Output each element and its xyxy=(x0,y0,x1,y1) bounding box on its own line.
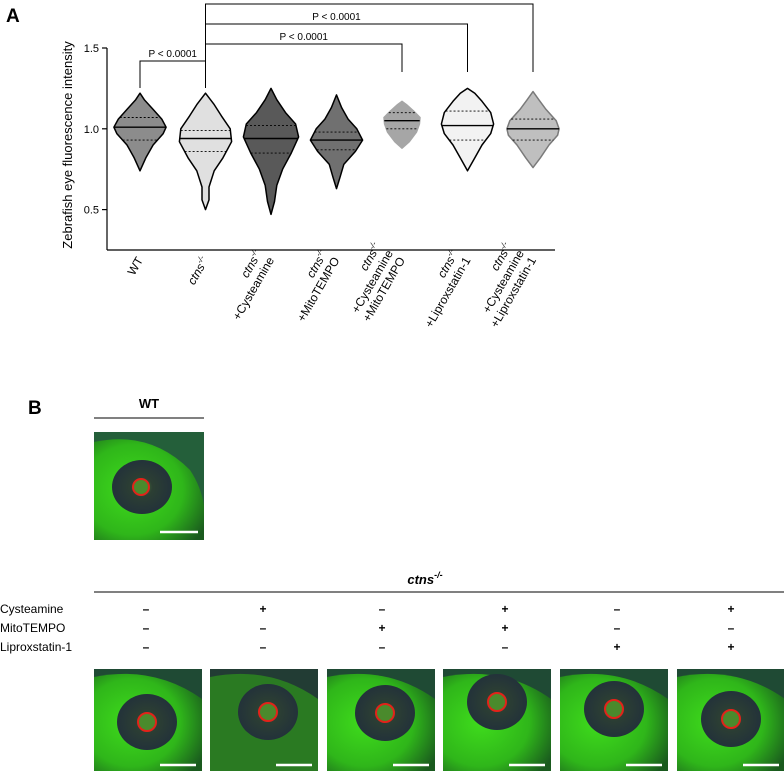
treatment-row-label: Liproxstatin-1 xyxy=(0,640,72,654)
violin-body xyxy=(440,87,495,172)
y-ticks: 0.5 1.0 1.5 xyxy=(84,43,107,217)
violins xyxy=(113,87,560,216)
significance-bracket: P < 0.0001 xyxy=(205,32,403,88)
violin xyxy=(178,92,233,211)
y-tick-label: 1.0 xyxy=(84,124,99,136)
treatment-mark: – xyxy=(143,621,150,635)
bracket-line xyxy=(205,23,468,74)
violin-body xyxy=(506,90,560,169)
wt-label: WT xyxy=(139,396,159,411)
bracket-line xyxy=(139,60,206,88)
violin xyxy=(506,90,560,169)
p-value-label: P < 0.0001 xyxy=(345,0,394,3)
x-tick-label: ctns-/- xyxy=(184,254,212,287)
p-value-label: P < 0.0001 xyxy=(149,49,198,60)
eye-roi-marker xyxy=(721,709,741,729)
violin xyxy=(440,87,495,172)
treatment-mark: + xyxy=(613,640,620,654)
x-tick-label-line: ctns-/- xyxy=(184,254,212,287)
y-tick-label: 1.5 xyxy=(84,43,99,55)
eye-roi-marker xyxy=(258,702,278,722)
significance-bracket: P < 0.0001 xyxy=(205,0,534,74)
y-tick-label: 0.5 xyxy=(84,205,99,217)
treatment-mark: – xyxy=(728,621,735,635)
treatment-mark: + xyxy=(501,621,508,635)
treatment-mark: – xyxy=(260,640,267,654)
panel-a-letter: A xyxy=(6,6,20,27)
x-tick-label: ctns-/-+Cysteamine xyxy=(230,247,277,323)
p-value-label: P < 0.0001 xyxy=(312,12,361,23)
violin xyxy=(309,94,364,190)
treatment-mark: – xyxy=(379,640,386,654)
x-tick-label: ctns-/-+Liproxstatin-1 xyxy=(422,247,474,330)
treatment-table: Cysteamine – + – + – + MitoTEMPO – – + + – – Liproxsta… xyxy=(0,602,735,654)
fish-image xyxy=(210,669,318,771)
significance-bracket: P < 0.0001 xyxy=(139,49,206,88)
wt-fish-image xyxy=(94,432,204,540)
violin-body xyxy=(113,92,167,172)
eye-roi-marker xyxy=(132,478,150,496)
x-tick-label-line: WT xyxy=(125,254,147,278)
eye-roi-marker xyxy=(137,712,157,732)
treatment-mark: + xyxy=(378,621,385,635)
bracket-line xyxy=(205,3,534,74)
treatment-mark: – xyxy=(379,602,386,616)
significance-brackets: P < 0.0001 P < 0.0001 P < 0.0001 P < 0.0001 xyxy=(139,0,534,88)
violin xyxy=(113,92,167,172)
fish-image xyxy=(94,669,202,771)
treatment-mark: – xyxy=(143,602,150,616)
x-tick-label: ctns-/-+Cysteamine+MitoTEMPO xyxy=(349,240,408,324)
x-tick-label: ctns-/-+Cysteamine+Liproxstatin-1 xyxy=(480,240,540,330)
fish-image xyxy=(560,669,668,771)
eye-roi-marker xyxy=(604,699,624,719)
treatment-mark: + xyxy=(727,640,734,654)
treatment-mark: – xyxy=(260,621,267,635)
treatment-mark: + xyxy=(727,602,734,616)
violin xyxy=(242,87,300,216)
violin xyxy=(383,100,421,149)
y-axis-label: Zebrafish eye fluorescence intensity xyxy=(60,41,75,249)
significance-bracket: P < 0.0001 xyxy=(205,12,468,74)
treatment-mark: – xyxy=(143,640,150,654)
treatment-row-label: Cysteamine xyxy=(0,602,64,616)
bracket-line xyxy=(205,43,403,88)
eye-roi-marker xyxy=(375,703,395,723)
genotype-label: ctns-/- xyxy=(407,570,442,587)
fish-image xyxy=(443,669,551,771)
treatment-mark: + xyxy=(259,602,266,616)
x-tick-label: WT xyxy=(125,254,147,278)
p-value-label: P < 0.0001 xyxy=(280,32,329,43)
violin-body xyxy=(242,87,300,216)
x-tick-labels: WT ctns-/- ctns-/-+Cysteamine ctns-/-+MitoT… xyxy=(125,240,540,330)
fish-image xyxy=(327,669,435,771)
treatment-mark: + xyxy=(501,602,508,616)
fish-image-row xyxy=(94,669,784,771)
eye-roi-marker xyxy=(487,692,507,712)
treatment-mark: – xyxy=(614,621,621,635)
fish-image xyxy=(677,669,784,771)
treatment-mark: – xyxy=(614,602,621,616)
violin-body xyxy=(309,94,364,190)
violin-body xyxy=(383,100,421,149)
chart-a: 0.5 1.0 1.5 Zebrafish eye fluorescence int… xyxy=(60,0,560,330)
treatment-row-label: MitoTEMPO xyxy=(0,621,65,635)
panel-b-letter: B xyxy=(28,398,42,419)
x-tick-label: ctns-/-+MitoTEMPO xyxy=(294,247,342,324)
treatment-mark: – xyxy=(502,640,509,654)
